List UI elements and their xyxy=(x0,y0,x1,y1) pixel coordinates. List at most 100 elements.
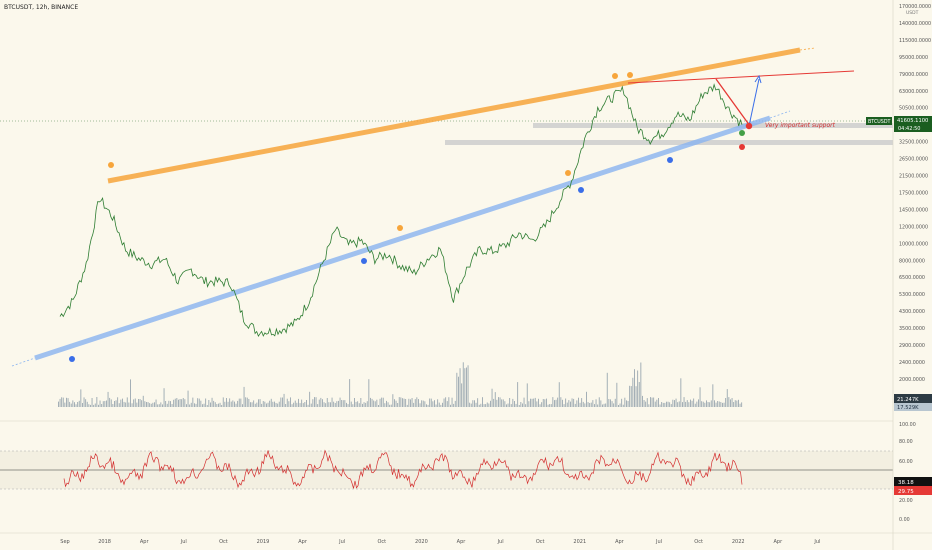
volume-bar xyxy=(490,400,491,407)
downtrend-line[interactable] xyxy=(715,78,751,127)
volume-bar xyxy=(442,402,443,407)
volume-bar xyxy=(93,404,95,407)
volume-bar xyxy=(643,400,645,407)
volume-bar xyxy=(520,402,522,407)
volume-bar xyxy=(626,400,627,407)
volume-bar xyxy=(536,401,538,407)
volume-bar xyxy=(318,399,320,407)
blue-channel[interactable] xyxy=(34,115,771,361)
volume-bar xyxy=(242,404,243,407)
volume-bar xyxy=(733,402,735,407)
volume-bar xyxy=(496,399,498,407)
volume-bar xyxy=(301,399,303,407)
volume-bar xyxy=(509,398,511,407)
time-tick-label: Oct xyxy=(536,539,545,545)
volume-bar xyxy=(245,397,247,407)
volume-bar xyxy=(147,402,149,407)
volume-bar xyxy=(110,399,112,407)
volume-bar xyxy=(515,403,517,407)
volume-bar xyxy=(69,401,71,407)
volume-bar xyxy=(376,399,378,407)
volume-bar xyxy=(437,399,439,407)
volume-bar xyxy=(653,397,655,407)
volume-bar xyxy=(547,404,549,407)
volume-bar xyxy=(322,399,323,407)
volume-bar xyxy=(606,372,608,407)
volume-bar xyxy=(597,404,599,407)
price-tick-label: 26500.0000 xyxy=(899,157,928,163)
volume-bar xyxy=(611,401,613,407)
price-tick-label: 2000.0000 xyxy=(899,377,925,383)
volume-bar xyxy=(518,405,520,407)
resistance-line[interactable] xyxy=(627,70,855,84)
volume-bar xyxy=(562,399,563,407)
volume-bar xyxy=(635,386,637,407)
volume-bar xyxy=(736,400,738,407)
volume-bar xyxy=(450,404,451,407)
volume-bar xyxy=(491,388,493,407)
volume-bar xyxy=(533,398,535,407)
volume-bar xyxy=(488,403,490,407)
price-tick-label: 115000.0000 xyxy=(899,38,931,44)
volume-bar xyxy=(514,401,515,407)
volume-bar xyxy=(542,399,544,407)
support-zone-lower xyxy=(445,140,893,145)
volume-bar xyxy=(715,402,717,407)
volume-bar xyxy=(306,400,307,407)
volume-bar xyxy=(392,394,394,407)
volume-bar xyxy=(74,402,75,407)
volume-bar xyxy=(595,399,597,407)
volume-bar xyxy=(331,397,333,407)
volume-bar xyxy=(152,402,154,407)
volume-bar xyxy=(637,370,639,407)
volume-bar xyxy=(530,398,531,407)
price-tick-label: 12000.0000 xyxy=(899,224,928,230)
volume-bar xyxy=(61,397,63,407)
volume-bar xyxy=(501,399,503,407)
volume-bar xyxy=(205,398,207,407)
volume-bar xyxy=(581,398,583,407)
time-tick-label: 2022 xyxy=(732,539,745,545)
rsi-tick-label: 0.00 xyxy=(899,517,910,523)
volume-bar xyxy=(307,404,309,407)
time-tick-label: Jul xyxy=(338,539,345,545)
volume-bar xyxy=(222,397,224,407)
volume-bar xyxy=(133,399,135,407)
volume-bar xyxy=(446,401,448,407)
volume-bar xyxy=(554,400,555,407)
volume-bar xyxy=(80,389,82,407)
time-tick-label: 2019 xyxy=(257,539,270,545)
volume-bar xyxy=(370,397,371,407)
rsi-tick-label: 80.00 xyxy=(899,439,913,445)
volume-bar xyxy=(573,398,575,407)
volume-bar xyxy=(98,404,99,407)
volume-bar xyxy=(194,403,195,407)
volume-bar xyxy=(701,401,703,407)
volume-bar xyxy=(293,402,295,407)
volume-bar xyxy=(624,397,626,407)
volume-bar xyxy=(368,379,370,407)
volume-bar xyxy=(326,398,328,407)
price-tick-label: 6500.0000 xyxy=(899,275,925,281)
volume-bar xyxy=(178,399,179,407)
volume-bar xyxy=(616,382,618,407)
volume-bar xyxy=(531,398,533,407)
volume-bar xyxy=(632,377,634,407)
time-tick-label: 2018 xyxy=(98,539,111,545)
volume-bar xyxy=(189,404,191,407)
volume-bar xyxy=(302,403,304,407)
volume-bar xyxy=(258,399,259,407)
support-zone-upper xyxy=(533,123,893,128)
orange-channel[interactable] xyxy=(107,47,801,184)
volume-bar xyxy=(477,398,479,407)
price-axis-panel[interactable] xyxy=(893,0,932,550)
symbol-tag xyxy=(866,117,892,125)
volume-bar xyxy=(352,404,354,407)
volume-bar xyxy=(142,395,144,407)
volume-bar xyxy=(230,401,232,407)
support-annotation: Very important support xyxy=(765,122,836,129)
volume-bar xyxy=(707,402,709,407)
volume-bar xyxy=(384,403,386,407)
volume-bar xyxy=(621,398,623,407)
